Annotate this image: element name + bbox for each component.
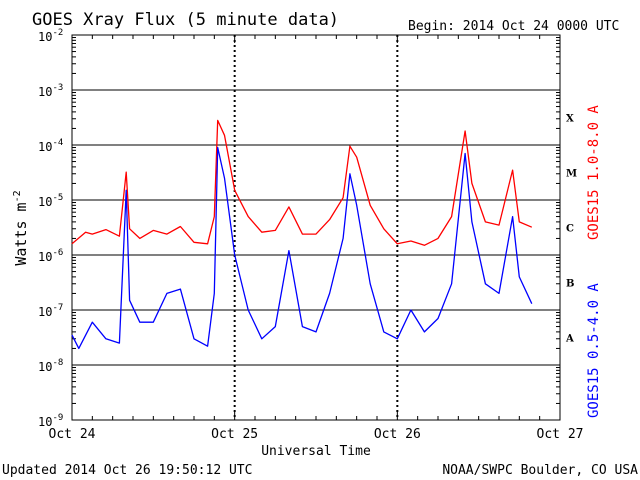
series-line-long [71, 119, 533, 246]
x-axis-label: Universal Time [261, 444, 371, 459]
chart-title: GOES Xray Flux (5 minute data) [32, 10, 339, 30]
legend-series-long: GOES15 1.0-8.0 A [586, 105, 602, 240]
x-tick-label: Oct 27 [537, 427, 584, 442]
svg-text:Watts m-2: Watts m-2 [12, 190, 30, 265]
x-tick-label: Oct 25 [211, 427, 258, 442]
y-tick-label: 10-3 [38, 83, 63, 99]
series-line-short [71, 146, 533, 350]
y-axis-label-exp: -2 [12, 190, 23, 202]
x-tick-labels: Oct 24 Oct 25 Oct 26 Oct 27 [49, 427, 584, 442]
flare-class-label: X [566, 114, 574, 125]
y-tick-label: 10-2 [38, 28, 63, 44]
x-tick-label: Oct 26 [374, 427, 421, 442]
y-tick-label: 10-6 [38, 248, 63, 264]
flare-class-label: C [566, 224, 574, 235]
begin-time: Begin: 2014 Oct 24 0000 UTC [408, 19, 619, 34]
y-axis-label: Watts m-2 [12, 190, 30, 265]
y-tick-label: 10-5 [38, 193, 63, 209]
updated-timestamp: Updated 2014 Oct 26 19:50:12 UTC [2, 463, 252, 478]
axis-ticks [71, 35, 561, 420]
y-tick-label: 10-4 [38, 138, 63, 154]
legend-series-short: GOES15 0.5-4.0 A [586, 283, 602, 418]
series-group [71, 119, 533, 350]
y-tick-labels: 10-2 10-3 10-4 10-5 10-6 10-7 10-8 10-9 [38, 28, 63, 429]
credit-text: NOAA/SWPC Boulder, CO USA [442, 463, 638, 478]
y-axis-label-base: Watts m [12, 202, 30, 265]
y-tick-label: 10-7 [38, 303, 63, 319]
legend: GOES15 1.0-8.0 A GOES15 0.5-4.0 A [586, 105, 602, 418]
plot-frame [71, 34, 561, 421]
flare-class-label: M [566, 169, 577, 180]
grid-lines [72, 35, 560, 420]
y-tick-label: 10-8 [38, 358, 63, 374]
flare-class-label: B [566, 279, 574, 290]
flare-class-label: A [565, 334, 574, 345]
y-tick-label: 10-9 [38, 413, 63, 429]
flare-class-labels: X M C B A [565, 114, 577, 345]
x-tick-label: Oct 24 [49, 427, 96, 442]
